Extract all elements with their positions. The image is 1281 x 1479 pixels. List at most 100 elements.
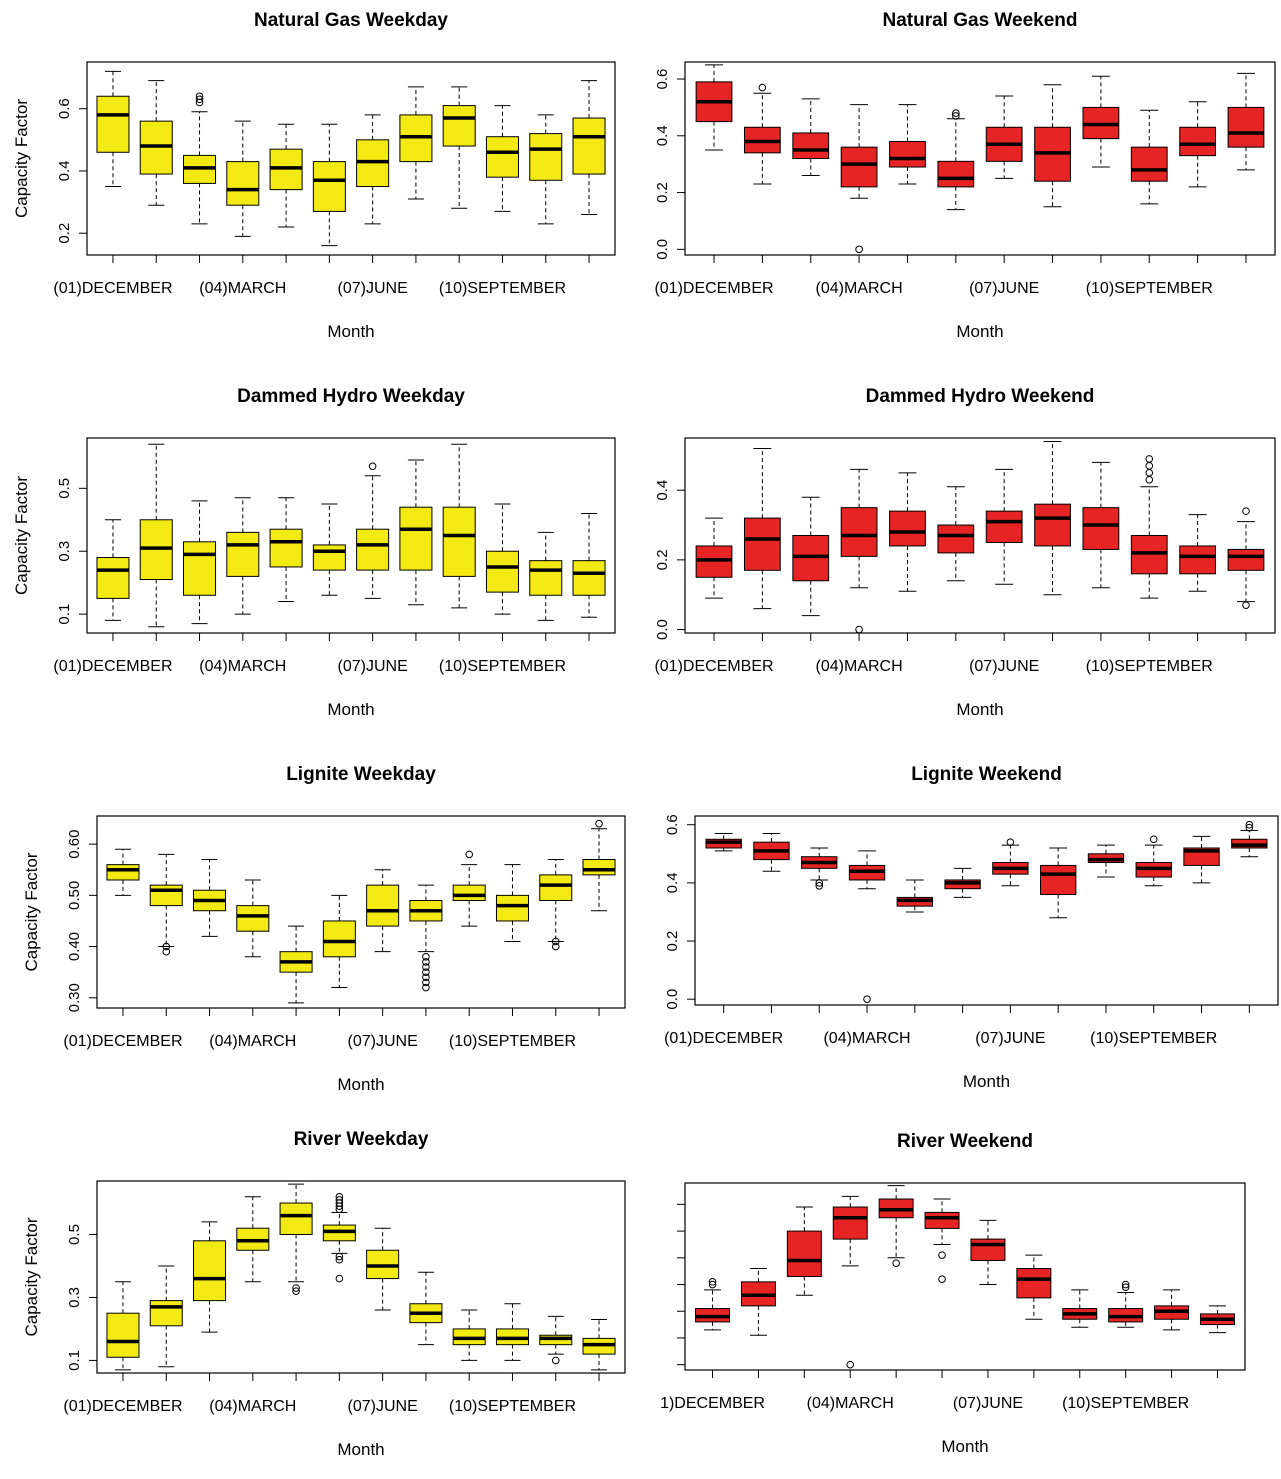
outlier-point [422,958,430,966]
iqr-box [840,146,878,188]
x-tick-label: (10)SEPTEMBER [449,1398,576,1415]
iqr-box [572,117,606,175]
y-tick-label: 0.6 [664,814,681,835]
iqr-box [582,859,616,876]
plot-frame [684,61,1276,256]
plot-frame [684,1182,1246,1371]
box-2 [149,1265,183,1368]
y-tick-label: 0.4 [664,872,681,893]
box-7 [366,1227,400,1311]
outlier-point [855,245,863,254]
x-axis-label: Month [337,1440,384,1459]
outlier-point [758,83,767,92]
x-tick-label: (10)SEPTEMBER [1090,1030,1217,1047]
iqr-box [322,920,356,958]
x-tick-label: (07)JUNE [338,658,408,675]
box-11 [529,114,563,225]
box-7 [366,869,400,953]
box-8 [1016,1254,1052,1320]
chart-panel: Natural Gas Weekday 0.2 0.4 0.6 (01)DECEMBER… [0,0,640,364]
box-6 [937,109,975,211]
y-tick-label: 0.6 [654,69,671,90]
box-2 [139,443,173,628]
outlier-point [551,937,560,946]
iqr-box [792,132,830,160]
x-tick-label: (10)SEPTEMBER [439,658,566,675]
box-1 [106,848,140,896]
box-10 [495,1303,529,1361]
box-3 [193,1221,227,1333]
box-11 [529,531,563,621]
box-9 [452,850,486,927]
box-11 [539,1315,573,1365]
box-4 [840,468,878,634]
y-tick-label: 0.2 [56,223,73,244]
box-4 [226,497,260,615]
outlier-point [551,942,560,951]
box-9 [442,86,476,209]
x-tick-label: (07)JUNE [969,658,1039,675]
y-tick-label: 0.4 [654,480,671,501]
iqr-box [786,1230,822,1278]
iqr-box [366,884,400,927]
x-axis-label: Month [327,700,374,719]
outlier-point [292,1284,300,1292]
iqr-box [485,136,519,178]
box-10 [1130,109,1168,205]
outlier-point [422,953,430,961]
outlier-point [952,112,960,120]
box-8 [409,1271,443,1346]
iqr-box [399,506,433,571]
box-6 [944,867,981,898]
chart-panel: Dammed Hydro Weekend 0.0 0.2 0.4 (01)DECEMBE… [640,378,1280,742]
box-12 [582,819,616,912]
box-10 [1135,835,1172,887]
x-axis-label: Month [956,322,1003,341]
box-6 [322,894,356,989]
iqr-box [269,528,303,568]
box-4 [236,1196,270,1283]
box-7 [356,462,390,599]
outlier-point [335,1255,344,1264]
box-6 [312,503,346,596]
iqr-box [96,95,130,153]
box-3 [193,859,227,937]
chart-panel: River Weekend 1)DECEMBER (04)MARCH (07)JUNE… [640,1115,1280,1479]
box-7 [992,838,1029,887]
box-11 [1154,1289,1190,1331]
x-tick-label: (04)MARCH [807,1395,894,1412]
outlier-point [195,95,204,104]
outlier-point [815,879,824,887]
box-5 [889,104,926,185]
outlier-point [368,462,377,471]
box-1 [96,519,130,621]
iqr-box [452,884,486,901]
iqr-box [924,1211,960,1229]
x-axis-label: Month [327,322,374,341]
iqr-box [1227,548,1265,571]
y-tick-label: 0.0 [664,989,681,1010]
box-2 [743,447,781,610]
box-6 [924,1198,960,1283]
box-11 [1183,835,1220,884]
plot-frame [86,437,616,634]
box-3 [786,1206,822,1296]
box-12 [1199,1305,1235,1334]
x-tick-label: (01)DECEMBER [654,658,773,675]
x-tick-label: (10)SEPTEMBER [1086,658,1213,675]
iqr-box [312,161,346,212]
outlier-point [863,995,871,1003]
iqr-box [937,524,975,554]
iqr-box [495,894,529,922]
box-11 [1179,101,1217,188]
iqr-box [1082,507,1120,550]
outlier-point [846,1360,855,1369]
outlier-point [162,947,171,956]
outlier-point [1145,475,1154,484]
chart-title: Dammed Hydro Weekday [237,386,465,407]
outlier-point [1006,838,1015,846]
y-tick-label: 0.3 [66,1287,83,1308]
box-11 [539,859,573,951]
y-tick-label: 0.0 [654,239,671,260]
box-1 [705,832,742,852]
